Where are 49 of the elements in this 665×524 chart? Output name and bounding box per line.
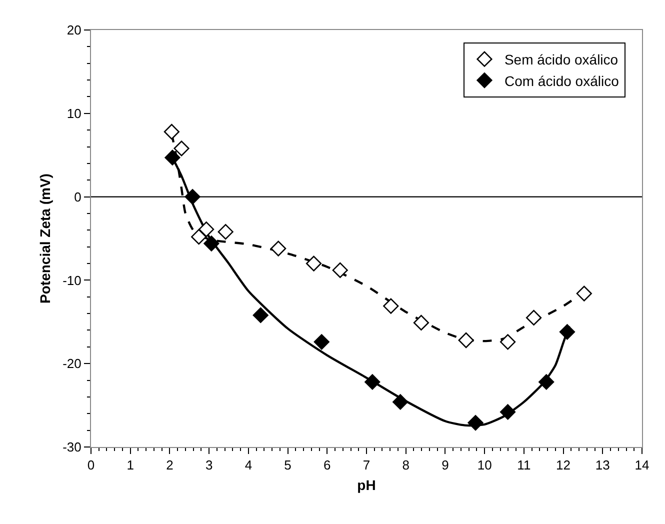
x-tick-label: 13 (595, 458, 610, 473)
point (500, 404, 516, 420)
point (468, 415, 484, 431)
point (559, 324, 576, 340)
point (164, 124, 180, 140)
y-tick-label: 20 (66, 22, 82, 38)
point (538, 374, 554, 390)
point (576, 286, 592, 302)
legend-label: Com ácido oxálico (504, 72, 620, 89)
point (413, 314, 430, 331)
x-tick-label: 5 (284, 458, 292, 473)
point (191, 229, 207, 245)
y-tick-label: -20 (62, 356, 82, 372)
point (500, 334, 516, 350)
point (252, 307, 268, 324)
point (458, 332, 474, 348)
point (270, 240, 286, 256)
y-tick-label: 10 (66, 106, 82, 121)
x-axis-title: pH (357, 476, 376, 493)
point (204, 236, 220, 252)
x-tick-label: 8 (402, 458, 410, 473)
point (364, 374, 380, 390)
point (314, 334, 330, 350)
point (526, 310, 542, 326)
y-tick-label: -10 (62, 272, 82, 288)
x-tick-label: 1 (126, 458, 134, 473)
y-tick-label: -30 (62, 440, 82, 455)
point (198, 222, 214, 238)
point (332, 262, 348, 278)
x-tick-label: 0 (87, 458, 95, 473)
x-tick-label: 14 (634, 458, 650, 473)
point (392, 394, 408, 410)
point (306, 256, 322, 272)
x-tick-label: 7 (362, 458, 370, 473)
point (218, 224, 234, 240)
y-tick-label: 0 (74, 189, 82, 204)
x-tick-label: 3 (205, 458, 213, 473)
x-tick-label: 11 (517, 458, 531, 473)
x-tick-label: 10 (477, 458, 492, 473)
legend-label: Sem ácido oxálico (504, 52, 618, 68)
x-tick-label: 2 (166, 458, 174, 473)
x-tick-label: 9 (442, 458, 449, 473)
x-tick-label: 4 (244, 458, 252, 473)
x-tick-label: 6 (324, 458, 331, 473)
x-tick-label: 12 (556, 458, 571, 473)
point (164, 150, 180, 166)
point (174, 140, 190, 156)
y-axis-title: Potencial Zeta (mV) (37, 174, 54, 304)
point (383, 298, 399, 314)
